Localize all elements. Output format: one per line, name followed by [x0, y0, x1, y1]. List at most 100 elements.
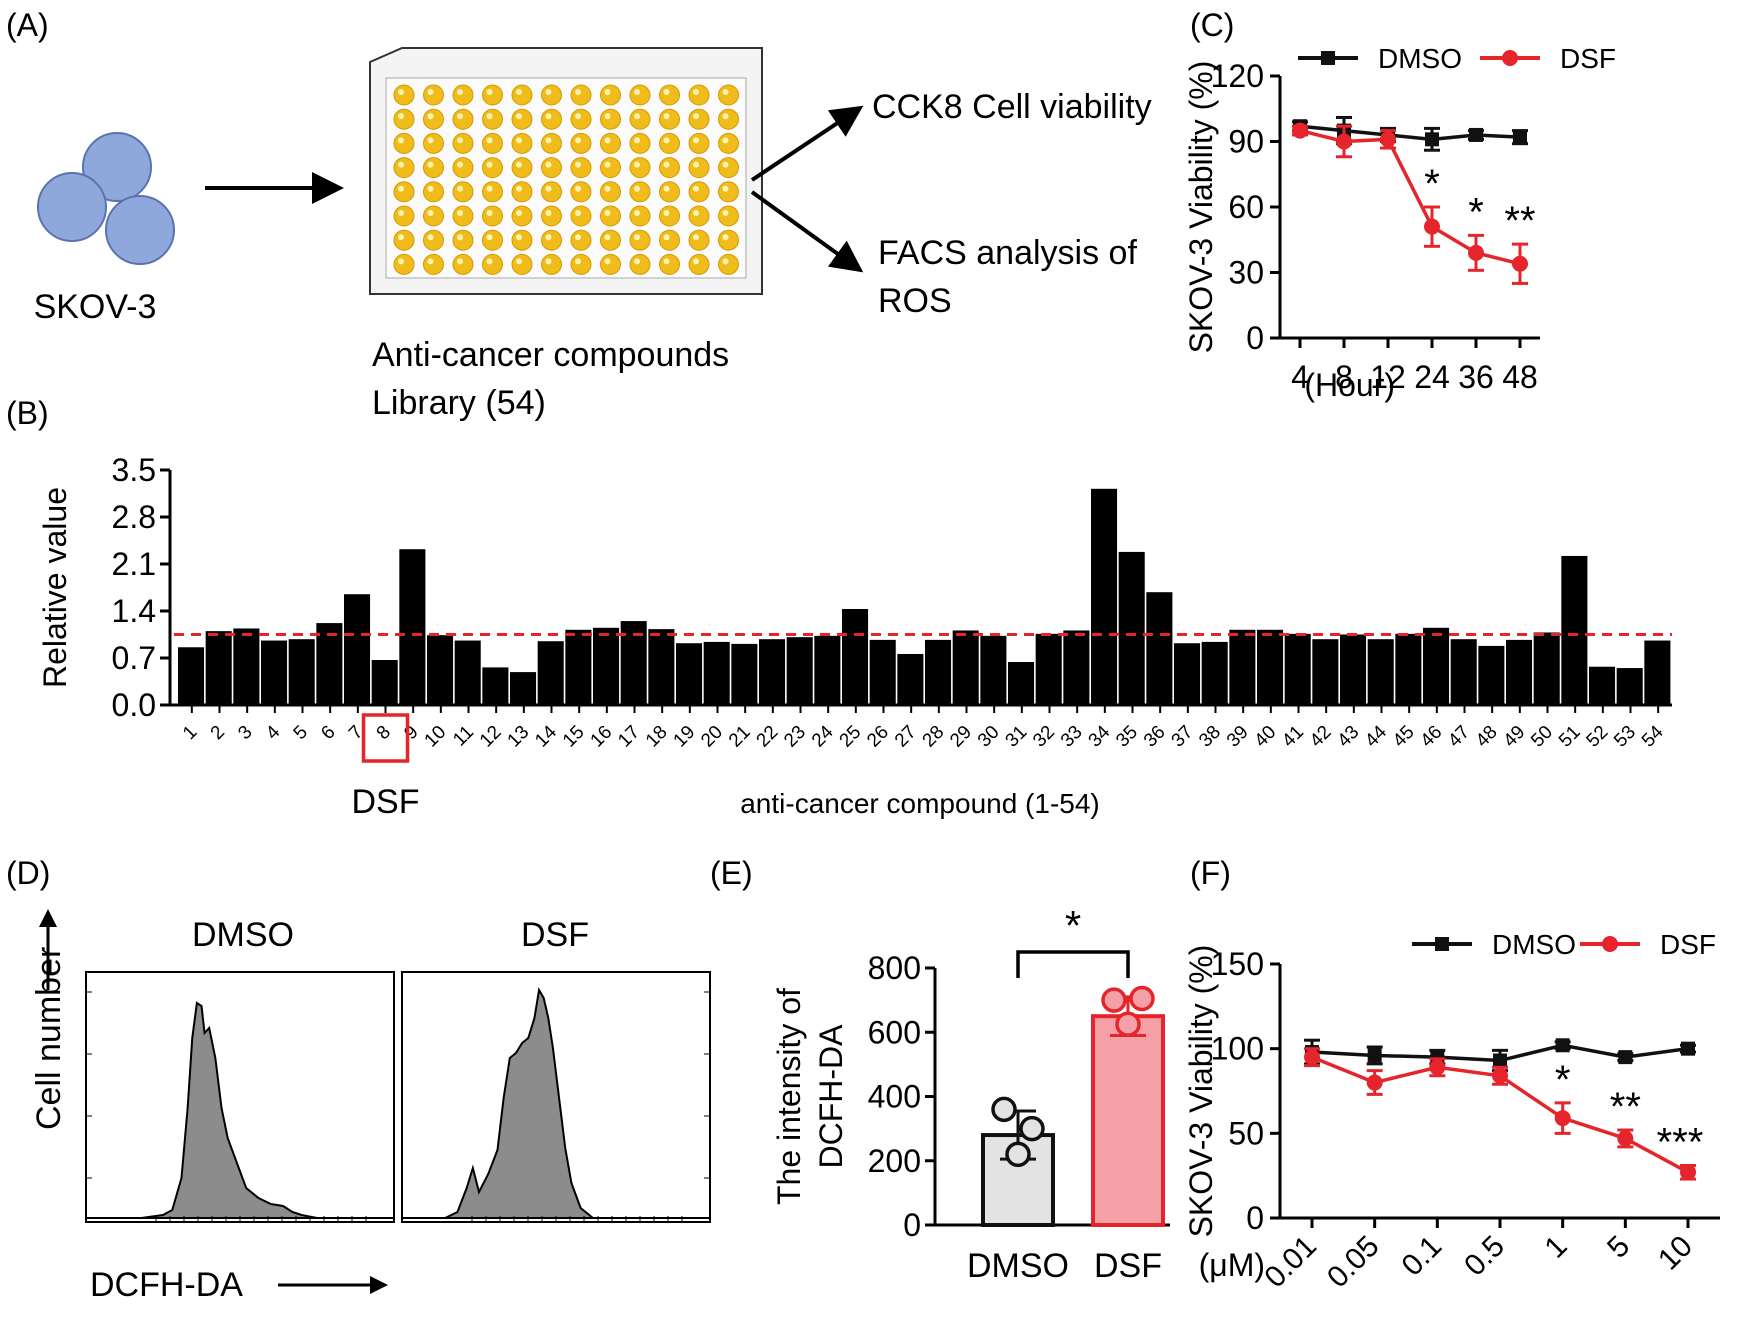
bar — [427, 635, 454, 705]
arrow-to-facs — [750, 190, 864, 273]
well-highlight — [486, 161, 493, 168]
y-axis-label: SKOV-3 Viability (%) — [1183, 945, 1219, 1238]
well — [541, 229, 562, 251]
well — [541, 132, 562, 154]
well-highlight — [427, 137, 434, 144]
bar — [814, 635, 841, 705]
well-highlight — [575, 234, 581, 241]
well — [482, 84, 503, 106]
y-tick-label: 120 — [1211, 58, 1264, 94]
x-tick-label: 13 — [504, 722, 534, 752]
well-highlight — [427, 113, 434, 120]
histogram-xlabel: DCFH-DA — [90, 1266, 243, 1304]
well — [600, 132, 621, 154]
series-line-dsf — [1299, 128, 1521, 266]
well — [659, 108, 680, 130]
well-plate — [369, 47, 763, 295]
bar — [371, 660, 398, 705]
well-highlight — [663, 113, 670, 120]
x-tick-label: 32 — [1029, 722, 1059, 752]
well-highlight — [722, 161, 729, 168]
x-tick-label: 44 — [1361, 721, 1391, 751]
well — [511, 229, 533, 251]
x-tick-label: 39 — [1223, 722, 1253, 752]
y-tick-label: 0 — [1246, 320, 1264, 356]
bar — [316, 623, 343, 705]
panel-d: (D) DMSO DSF Cell number DCFH-DA — [6, 855, 711, 1304]
x-tick-label: 20 — [697, 722, 727, 752]
bar — [1395, 633, 1422, 705]
y-tick-label: 50 — [1228, 1115, 1264, 1151]
cell-cluster — [37, 132, 175, 265]
x-tick-label: 34 — [1085, 721, 1115, 751]
legend-label: DSF — [1660, 929, 1716, 960]
bar — [537, 641, 564, 705]
well-highlight — [427, 185, 434, 192]
well — [452, 253, 474, 275]
y-tick-label: 600 — [868, 1014, 921, 1050]
x-unit-label: (μM) — [1199, 1247, 1265, 1283]
well — [423, 132, 444, 154]
panel-f-label: (F) — [1190, 855, 1231, 891]
well — [511, 181, 533, 203]
x-tick-label: 16 — [587, 722, 617, 752]
y-tick-label: 0 — [1246, 1200, 1264, 1236]
bar — [648, 629, 675, 705]
x-tick-label: 0.5 — [1458, 1230, 1511, 1283]
well — [688, 84, 710, 106]
well — [541, 205, 562, 227]
well — [393, 229, 415, 251]
x-tick-label: 8 — [373, 722, 395, 744]
cell-line-label: SKOV-3 — [34, 288, 157, 326]
well — [659, 205, 680, 227]
well-highlight — [634, 161, 640, 168]
well — [600, 253, 621, 275]
legend-label: DMSO — [1492, 929, 1576, 960]
bar — [1561, 555, 1588, 705]
data-point-square — [1513, 130, 1527, 145]
well — [452, 229, 474, 251]
significance-marker: * — [1065, 902, 1081, 949]
well — [570, 84, 592, 106]
x-tick-label: 11 — [449, 722, 478, 751]
x-tick-label: 35 — [1112, 722, 1142, 752]
x-tick-label: 46 — [1417, 722, 1447, 752]
x-tick-label: 29 — [946, 722, 976, 752]
well-highlight — [693, 113, 699, 120]
bar — [1533, 632, 1560, 705]
x-tick-label: 12 — [476, 722, 506, 752]
bar — [1616, 668, 1643, 705]
legend-marker — [1502, 50, 1518, 66]
well — [718, 157, 739, 179]
well-highlight — [516, 210, 522, 216]
well — [570, 253, 592, 275]
highlight-label: DSF — [352, 783, 420, 821]
y-tick-label: 90 — [1228, 124, 1264, 160]
well-highlight — [722, 258, 729, 265]
replicate-point — [1129, 985, 1155, 1012]
bar — [1589, 666, 1616, 705]
well — [423, 108, 444, 130]
well — [659, 181, 680, 203]
x-tick-label: DMSO — [967, 1247, 1069, 1285]
well-highlight — [722, 185, 729, 192]
well-highlight — [457, 185, 463, 192]
well — [393, 84, 415, 106]
plate-inner — [385, 77, 747, 279]
bar — [1478, 645, 1505, 705]
y-tick-label: 2.1 — [112, 546, 156, 582]
bar — [1008, 662, 1035, 705]
x-tick-label: 17 — [614, 722, 644, 752]
well-highlight — [663, 185, 670, 192]
x-tick-label: 54 — [1638, 721, 1668, 751]
well-highlight — [693, 161, 699, 168]
bar — [731, 643, 758, 705]
arrow-to-cck8 — [750, 105, 864, 182]
well — [452, 84, 474, 106]
well-highlight — [457, 234, 463, 241]
well-highlight — [722, 113, 729, 120]
well — [718, 229, 739, 251]
bar — [1340, 634, 1367, 705]
well — [718, 253, 739, 275]
bar — [510, 672, 537, 705]
